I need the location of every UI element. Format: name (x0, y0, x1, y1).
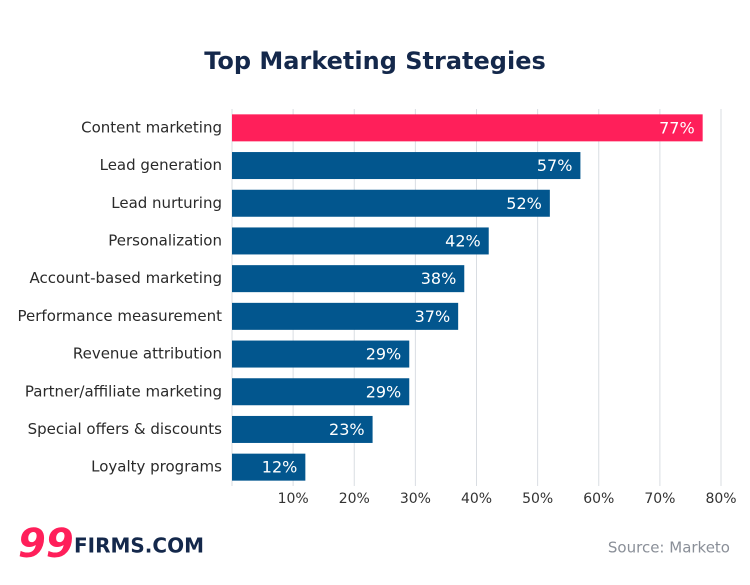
y-tick-label: Loyalty programs (91, 458, 222, 476)
logo-mark: 99 (18, 521, 74, 567)
x-tick-label: 60% (583, 491, 614, 507)
value-label: 23% (329, 420, 365, 439)
y-tick-label: Lead nurturing (111, 194, 222, 212)
value-label: 52% (506, 194, 542, 213)
value-label: 37% (415, 307, 451, 326)
x-tick-label: 10% (278, 491, 309, 507)
y-tick-label: Personalization (108, 231, 222, 249)
bar (232, 453, 306, 481)
x-tick-label: 30% (400, 491, 431, 507)
logo-text: FIRMS.COM (74, 534, 204, 558)
x-tick-label: 70% (644, 491, 675, 507)
bar (232, 227, 489, 255)
x-tick-label: 40% (461, 491, 492, 507)
x-tick-label: 50% (522, 491, 553, 507)
x-tick-label: 20% (339, 491, 370, 507)
bar (232, 152, 581, 180)
chart-title: Top Marketing Strategies (204, 47, 546, 75)
y-tick-label: Special offers & discounts (28, 420, 223, 438)
value-label: 77% (659, 118, 695, 137)
value-label: 12% (262, 458, 298, 477)
value-label: 57% (537, 156, 573, 175)
bar (232, 340, 410, 368)
bar (232, 265, 465, 293)
value-label: 29% (366, 345, 402, 364)
bar (232, 415, 373, 443)
bar (232, 114, 703, 142)
source: Source: Marketo (608, 539, 730, 557)
x-tick-label: 80% (705, 491, 736, 507)
y-tick-label: Partner/affiliate marketing (25, 382, 222, 400)
bar (232, 378, 410, 406)
y-tick-label: Lead generation (100, 156, 222, 174)
y-tick-label: Account-based marketing (30, 269, 222, 287)
bar (232, 189, 550, 217)
value-label: 38% (421, 269, 457, 288)
y-tick-label: Performance measurement (18, 307, 223, 325)
value-label: 42% (445, 231, 481, 250)
y-tick-label: Revenue attribution (73, 345, 222, 363)
value-label: 29% (366, 382, 402, 401)
bar (232, 302, 459, 330)
y-tick-label: Content marketing (81, 118, 222, 136)
